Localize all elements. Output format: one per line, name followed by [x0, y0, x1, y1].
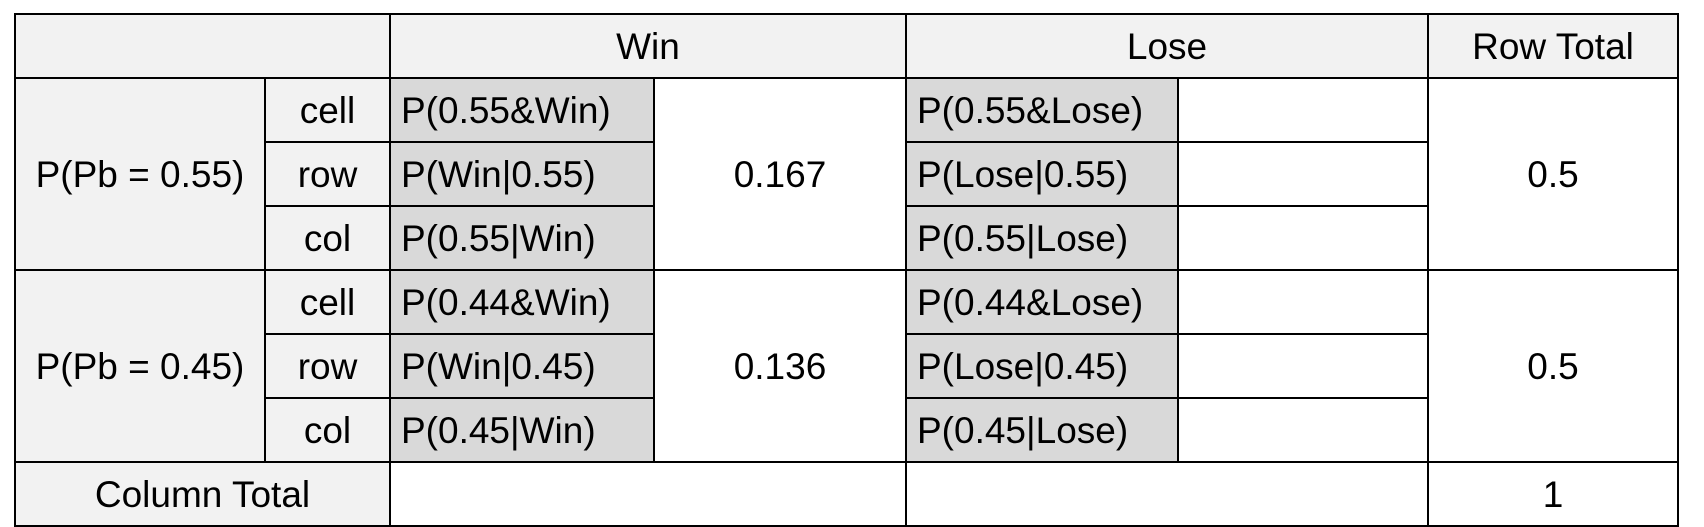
- lose-value-cell: [1177, 269, 1429, 335]
- row-kind-label: cell: [264, 77, 391, 143]
- win-expression-row: P(Win|0.55): [389, 141, 655, 207]
- table-row: col P(0.55|Win) P(0.55|Lose): [15, 205, 1678, 271]
- win-expression-cell: P(0.55&Win): [389, 77, 655, 143]
- table-row: row P(Win|0.55) P(Lose|0.55): [15, 141, 1678, 207]
- win-value-045: 0.136: [653, 269, 907, 463]
- row-kind-label: col: [264, 397, 391, 463]
- probability-table: Win Lose Row Total P(Pb = 0.55) cell P(0…: [14, 13, 1679, 527]
- footer-row: Column Total 1: [14, 461, 1679, 527]
- header-lose: Lose: [905, 13, 1429, 79]
- row-kind-label: row: [264, 333, 391, 399]
- win-expression-col: P(0.55|Win): [389, 205, 655, 271]
- table-row: P(Pb = 0.55) cell P(0.55&Win) 0.167 P(0.…: [14, 77, 1679, 271]
- win-expression-cell: P(0.44&Win): [389, 269, 655, 335]
- win-expression-col: P(0.45|Win): [389, 397, 655, 463]
- grand-total: 1: [1427, 461, 1679, 527]
- lose-expression-cell: P(0.55&Lose): [905, 77, 1179, 143]
- group-label-045: P(Pb = 0.45): [14, 269, 266, 463]
- table-row: col P(0.45|Win) P(0.45|Lose): [15, 397, 1678, 463]
- row-kind-label: row: [264, 141, 391, 207]
- row-total-045: 0.5: [1427, 269, 1679, 463]
- lose-expression-row: P(Lose|0.45): [905, 333, 1179, 399]
- lose-value-cell: [1177, 397, 1429, 463]
- lose-expression-col: P(0.55|Lose): [905, 205, 1179, 271]
- lose-value-cell: [1177, 77, 1429, 143]
- lose-column-total: [905, 461, 1429, 527]
- lose-expression-col: P(0.45|Lose): [905, 397, 1179, 463]
- win-value-055: 0.167: [653, 77, 907, 271]
- header-row: Win Lose Row Total: [14, 13, 1679, 79]
- lose-value-cell: [1177, 141, 1429, 207]
- header-win: Win: [389, 13, 907, 79]
- header-row-total: Row Total: [1427, 13, 1679, 79]
- header-corner-cell: [14, 13, 391, 79]
- row-kind-label: cell: [264, 269, 391, 335]
- win-expression-row: P(Win|0.45): [389, 333, 655, 399]
- row-kind-label: col: [264, 205, 391, 271]
- row-total-055: 0.5: [1427, 77, 1679, 271]
- win-column-total: [389, 461, 907, 527]
- probability-table-container: Win Lose Row Total P(Pb = 0.55) cell P(0…: [14, 13, 1679, 527]
- lose-value-cell: [1177, 205, 1429, 271]
- column-total-label: Column Total: [14, 461, 391, 527]
- table-row: row P(Win|0.45) P(Lose|0.45): [15, 333, 1678, 399]
- group-label-055: P(Pb = 0.55): [14, 77, 266, 271]
- lose-expression-row: P(Lose|0.55): [905, 141, 1179, 207]
- lose-value-cell: [1177, 333, 1429, 399]
- table-row: P(Pb = 0.45) cell P(0.44&Win) 0.136 P(0.…: [14, 269, 1679, 463]
- lose-expression-cell: P(0.44&Lose): [905, 269, 1179, 335]
